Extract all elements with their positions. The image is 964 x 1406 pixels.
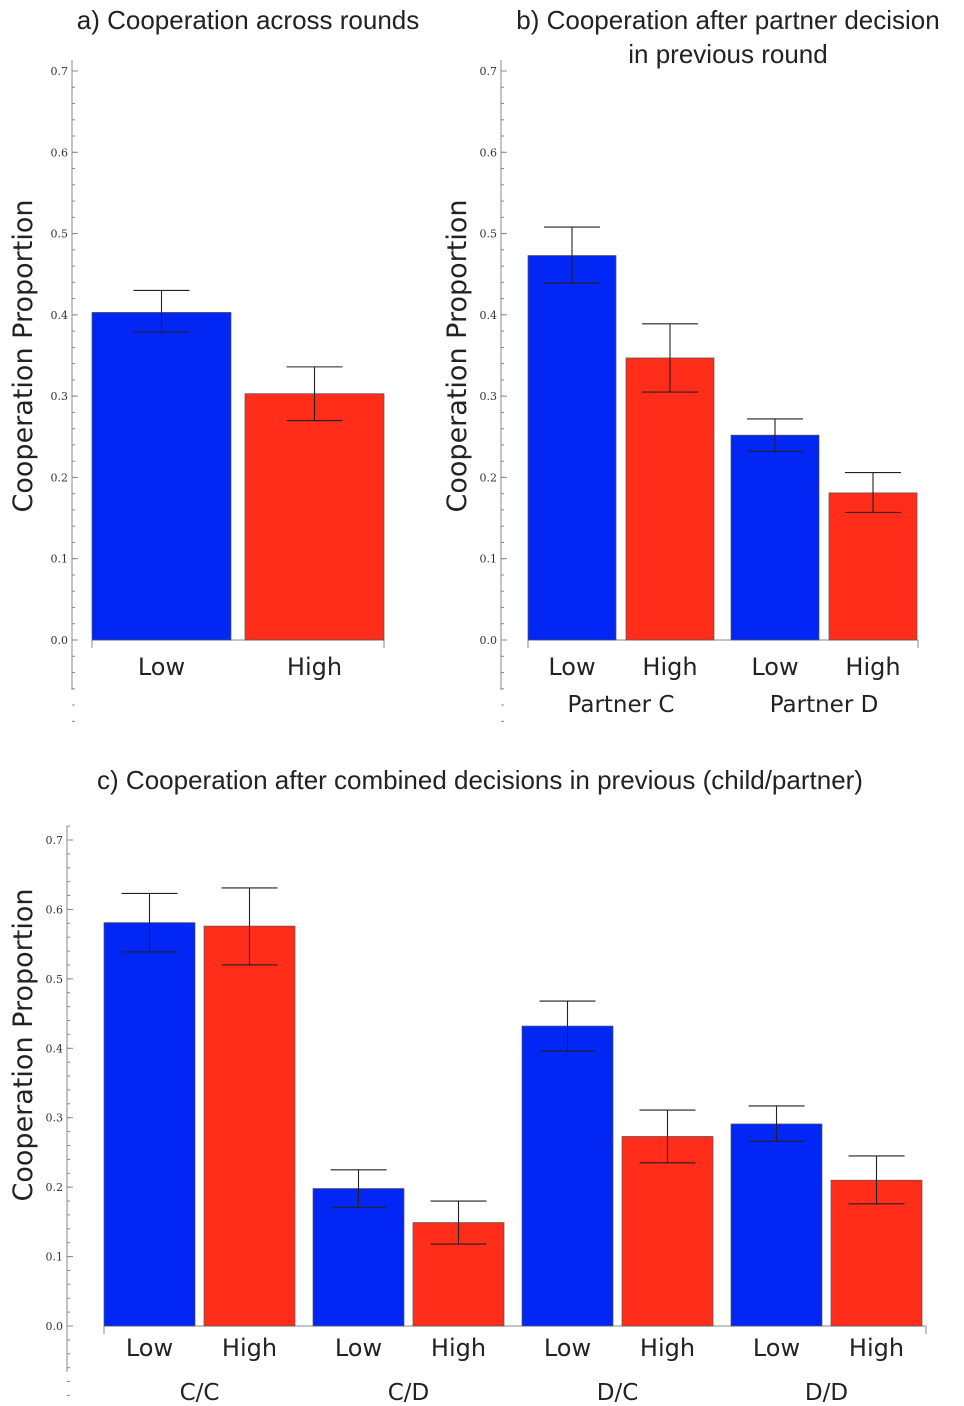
- x-group-label: Partner C: [568, 692, 675, 718]
- y-tick-label: 0.4: [46, 1042, 64, 1055]
- y-tick-label: 0.1: [46, 1251, 64, 1264]
- y-tick-label: 0.6: [46, 903, 64, 916]
- y-tick-label: 0.5: [46, 973, 64, 986]
- bar-high: [828, 492, 918, 641]
- x-category-label: Low: [544, 1334, 591, 1362]
- y-tick-label: 0.2: [51, 471, 69, 484]
- bar-low: [527, 255, 617, 641]
- bar-low: [730, 1123, 823, 1327]
- x-category-label: High: [222, 1334, 277, 1362]
- panel-c: c) Cooperation after combined decisions …: [8, 765, 927, 1406]
- bar-high: [830, 1179, 923, 1327]
- y-tick-label: 0.4: [51, 309, 69, 322]
- bar-low: [521, 1025, 614, 1327]
- x-category-label: Low: [126, 1334, 173, 1362]
- panel-a-title: a) Cooperation across rounds: [77, 5, 420, 35]
- y-tick-label: 0.1: [480, 553, 498, 566]
- x-category-label: Low: [753, 1334, 800, 1362]
- panel-b-title-line2: in previous round: [628, 39, 827, 69]
- x-category-label: High: [287, 653, 342, 681]
- x-category-label: Low: [548, 653, 595, 681]
- y-tick-label: 0.0: [46, 1320, 64, 1333]
- y-tick-label: 0.7: [51, 65, 69, 78]
- x-group-label: C/D: [388, 1380, 430, 1406]
- bar-low: [103, 922, 196, 1327]
- panel-a-plot: 0.0 0.1 0.2 0.3 0.4 0.5 0.6 0.7 Low High: [51, 60, 385, 722]
- bar-low: [91, 312, 232, 641]
- panel-a-y-axis-label: Cooperation Proportion: [8, 200, 39, 513]
- panel-a: a) Cooperation across rounds Cooperation…: [8, 5, 420, 722]
- y-tick-label: 0.3: [480, 390, 498, 403]
- y-tick-label: 0.4: [480, 309, 498, 322]
- y-tick-label: 0.5: [51, 228, 69, 241]
- x-group-label: D/C: [597, 1380, 639, 1406]
- y-tick-label: 0.6: [51, 146, 69, 159]
- panel-c-y-axis-label: Cooperation Proportion: [8, 889, 39, 1202]
- x-category-label: High: [849, 1334, 904, 1362]
- y-tick-label: 0.1: [51, 553, 69, 566]
- bar-high: [244, 393, 385, 641]
- bar-low: [312, 1188, 405, 1327]
- bar-high: [621, 1136, 714, 1327]
- y-tick-label: 0.7: [46, 834, 64, 847]
- panel-b-plot: 0.0 0.1 0.2 0.3 0.4 0.5 0.6 0.7 Low High Partner C…: [480, 60, 919, 722]
- x-group-label: C/C: [180, 1380, 220, 1406]
- x-category-label: Low: [751, 653, 798, 681]
- y-tick-label: 0.3: [46, 1112, 64, 1125]
- y-tick-label: 0.2: [480, 471, 498, 484]
- x-group-label: Partner D: [770, 692, 879, 718]
- panel-b: b) Cooperation after partner decision in…: [442, 5, 940, 722]
- y-tick-label: 0.0: [51, 634, 69, 647]
- bar-high: [625, 357, 715, 641]
- y-tick-label: 0.6: [480, 146, 498, 159]
- y-tick-label: 0.2: [46, 1181, 64, 1194]
- y-tick-label: 0.3: [51, 390, 69, 403]
- x-group-label: D/D: [805, 1380, 848, 1406]
- y-tick-label: 0.7: [480, 65, 498, 78]
- x-category-label: Low: [138, 653, 185, 681]
- panel-b-title: b) Cooperation after partner decision: [516, 5, 939, 35]
- x-category-label: High: [642, 653, 697, 681]
- y-tick-label: 0.0: [480, 634, 498, 647]
- panel-c-title: c) Cooperation after combined decisions …: [97, 765, 863, 795]
- y-tick-label: 0.5: [480, 228, 498, 241]
- x-category-label: High: [845, 653, 900, 681]
- panel-b-y-axis-label: Cooperation Proportion: [442, 200, 473, 513]
- bar-low: [730, 434, 820, 641]
- x-category-label: Low: [335, 1334, 382, 1362]
- x-category-label: High: [431, 1334, 486, 1362]
- x-category-label: High: [640, 1334, 695, 1362]
- bar-high: [203, 925, 296, 1327]
